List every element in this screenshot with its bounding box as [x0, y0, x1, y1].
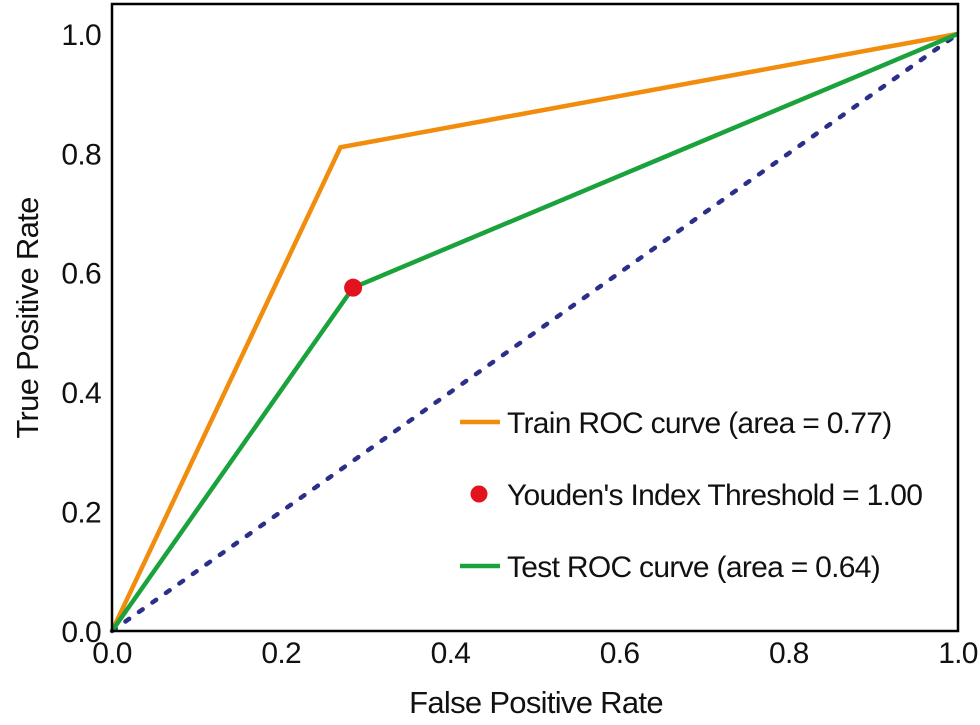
plot-area: 0.0 0.2 0.4 0.6 0.8 1.0 0.0 0.2 0.4 0.6 0.8 1.0 [61, 2, 979, 670]
x-tick-label: 1.0 [938, 637, 978, 670]
x-tick-label: 0.6 [600, 637, 640, 670]
y-tick-label: 0.2 [61, 497, 101, 530]
x-tick-label: 0.2 [261, 637, 301, 670]
legend-train-label: Train ROC curve (area = 0.77) [507, 407, 892, 440]
legend: Train ROC curve (area = 0.77) Youden's I… [460, 407, 923, 584]
legend-test-label: Test ROC curve (area = 0.64) [507, 551, 880, 584]
x-axis-label: False Positive Rate [409, 685, 663, 720]
legend-youden-label: Youden's Index Threshold = 1.00 [507, 479, 922, 512]
x-tick-label: 0.8 [769, 637, 809, 670]
chance-diagonal-line [109, 31, 961, 634]
y-tick-label: 0.4 [61, 377, 101, 410]
y-axis-label: True Positive Rate [10, 197, 45, 438]
plot-border [110, 2, 960, 633]
legend-youden-dot [470, 485, 488, 503]
youden-threshold-point [344, 278, 363, 297]
y-tick-label: 0.0 [61, 616, 101, 649]
x-tick-label: 0.0 [92, 637, 132, 670]
y-tick-label: 0.8 [61, 138, 101, 171]
y-tick-label: 0.6 [61, 258, 101, 291]
x-tick-label: 0.4 [431, 637, 471, 670]
y-tick-label: 1.0 [61, 19, 101, 52]
train-roc-line [109, 31, 959, 632]
